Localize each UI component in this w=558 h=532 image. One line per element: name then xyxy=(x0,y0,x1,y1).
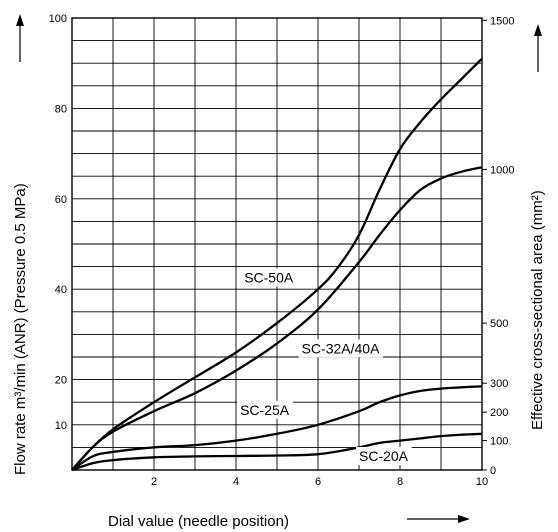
y-left-axis-title: Flow rate m³/min (ANR) (Pressure 0.5 MPa… xyxy=(12,183,29,475)
x-tick-label: 6 xyxy=(315,476,321,488)
series-label: SC-25A xyxy=(240,402,290,418)
y-right-tick-label: 1000 xyxy=(490,164,514,176)
y-left-axis-ticks: 10 20 40 60 80 100 xyxy=(49,13,67,432)
y-right-tick-label: 500 xyxy=(490,318,508,330)
series-label-background xyxy=(241,268,297,287)
x-axis-ticks: 2 4 6 8 10 xyxy=(151,476,488,488)
series-label-background xyxy=(237,400,293,419)
series-labels: SC-50A SC-32A/40A SC-25A SC-20A xyxy=(237,268,412,465)
series-label-background xyxy=(356,446,412,465)
y-left-tick-label: 60 xyxy=(55,194,67,206)
series-lines xyxy=(71,57,483,472)
y-left-tick-label: 40 xyxy=(55,284,67,296)
x-tick-label: 2 xyxy=(151,476,157,488)
y-left-axis-arrow xyxy=(16,14,24,62)
y-left-tick-label: 80 xyxy=(55,103,67,115)
series-line xyxy=(71,432,483,472)
y-left-tick-label: 10 xyxy=(55,420,67,432)
x-tick-label: 8 xyxy=(397,476,403,488)
grid xyxy=(72,18,482,470)
y-left-tick-label: 100 xyxy=(49,13,67,25)
series-line xyxy=(71,166,483,471)
y-right-tick-label: 0 xyxy=(490,465,496,477)
y-right-tick-label: 100 xyxy=(490,436,508,448)
series-label: SC-50A xyxy=(244,269,294,285)
series-label: SC-20A xyxy=(359,448,409,464)
x-axis-arrow xyxy=(407,515,470,523)
x-tick-label: 4 xyxy=(233,476,239,488)
x-tick-label: 10 xyxy=(476,476,488,488)
y-left-tick-label: 20 xyxy=(55,375,67,387)
y-right-axis-title: Effective cross-sectional area (mm²) xyxy=(529,190,546,430)
series-line xyxy=(71,385,483,471)
x-axis-title: Dial value (needle position) xyxy=(108,513,289,530)
series-line xyxy=(71,57,483,471)
y-right-tick-label: 1500 xyxy=(490,15,514,27)
y-right-axis-ticks: 0 100 200 300 500 1000 1500 xyxy=(482,15,514,477)
plot-frame xyxy=(71,17,483,471)
y-right-tick-label: 300 xyxy=(490,378,508,390)
series-label: SC-32A/40A xyxy=(302,340,380,356)
series-label-background xyxy=(298,339,384,358)
y-right-tick-label: 200 xyxy=(490,407,508,419)
y-right-axis-arrow xyxy=(534,24,542,72)
